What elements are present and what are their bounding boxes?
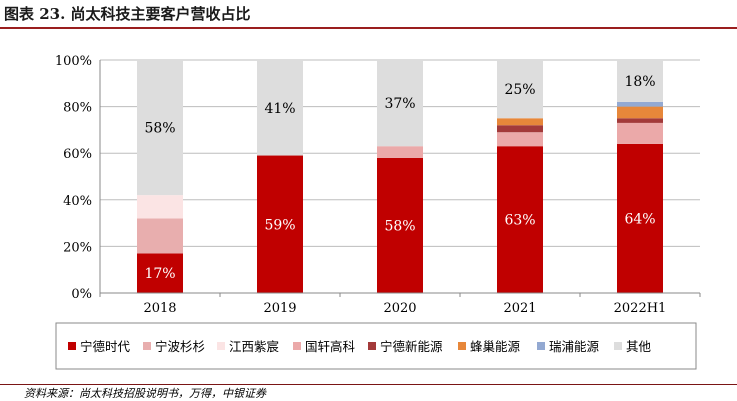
figure-title: 图表 23. 尚太科技主要客户营收占比: [4, 5, 251, 23]
x-tick-label: 2018: [143, 301, 176, 316]
legend-label: 国轩高科: [305, 339, 356, 354]
y-tick-label: 80%: [63, 101, 92, 116]
stacked-bar-chart: 0% 20% 40% 60% 80% 100% 2018 2019 2020 2021 2022H1…: [55, 54, 701, 370]
data-label: 25%: [504, 82, 535, 98]
bar-segment: [497, 146, 543, 293]
legend-label: 宁德新能源: [380, 339, 443, 354]
legend-swatch: [614, 342, 622, 350]
source-note: 资料来源：尚太科技招股说明书，万得，中银证券: [24, 387, 266, 400]
data-label: 37%: [384, 96, 415, 112]
y-tick-label: 60%: [63, 147, 92, 162]
bar-segment: [377, 157, 423, 293]
legend-swatch: [368, 342, 376, 350]
title-divider: [0, 27, 737, 29]
bar-segment: [497, 132, 543, 147]
bar-segment: [617, 122, 663, 144]
bar-segment: [377, 60, 423, 147]
y-tick-label: 0%: [71, 287, 92, 302]
x-tick-label: 2021: [503, 301, 536, 316]
bar-segment: [497, 60, 543, 119]
legend-swatch: [458, 342, 466, 350]
bar-segment: [617, 101, 663, 107]
y-tick-label: 40%: [63, 194, 92, 209]
legend-box: [55, 322, 697, 370]
data-label: 41%: [264, 101, 295, 117]
data-label: 58%: [384, 218, 415, 234]
bar-segment: [257, 155, 303, 293]
data-label: 18%: [624, 74, 655, 90]
legend-label: 蜂巢能源: [470, 339, 521, 354]
x-tick-label: 2019: [263, 301, 296, 316]
legend-swatch: [143, 342, 151, 350]
bar-segment: [617, 106, 663, 119]
data-label: 64%: [624, 211, 655, 227]
bar-segment: [617, 60, 663, 102]
legend-swatch: [217, 342, 225, 350]
footer-divider: [0, 384, 737, 385]
bar-segment: [137, 253, 183, 293]
legend-swatch: [537, 342, 545, 350]
bar-segment: [377, 146, 423, 158]
bar-segment: [617, 143, 663, 293]
bar-segment: [137, 60, 183, 196]
y-tick-label: 100%: [55, 54, 92, 69]
legend-label: 江西紫宸: [229, 339, 280, 354]
x-tick-label: 2020: [383, 301, 416, 316]
legend-swatch: [293, 342, 301, 350]
legend-label: 宁波杉杉: [155, 339, 205, 354]
data-label: 63%: [504, 213, 535, 229]
legend-label: 宁德时代: [80, 339, 131, 354]
legend-swatch: [68, 342, 76, 350]
bar-segment: [257, 60, 303, 156]
bar-segment: [137, 218, 183, 254]
data-label: 59%: [264, 217, 295, 233]
bar-segment: [137, 195, 183, 219]
bar-segment: [497, 118, 543, 126]
bar-segment: [617, 118, 663, 123]
legend-label: 瑞浦能源: [549, 339, 600, 354]
legend-label: 其他: [626, 339, 652, 354]
y-tick-label: 20%: [63, 240, 92, 255]
data-label: 17%: [144, 266, 175, 282]
x-tick-label: 2022H1: [614, 301, 667, 316]
bar-segment: [497, 125, 543, 133]
data-label: 58%: [144, 121, 175, 137]
